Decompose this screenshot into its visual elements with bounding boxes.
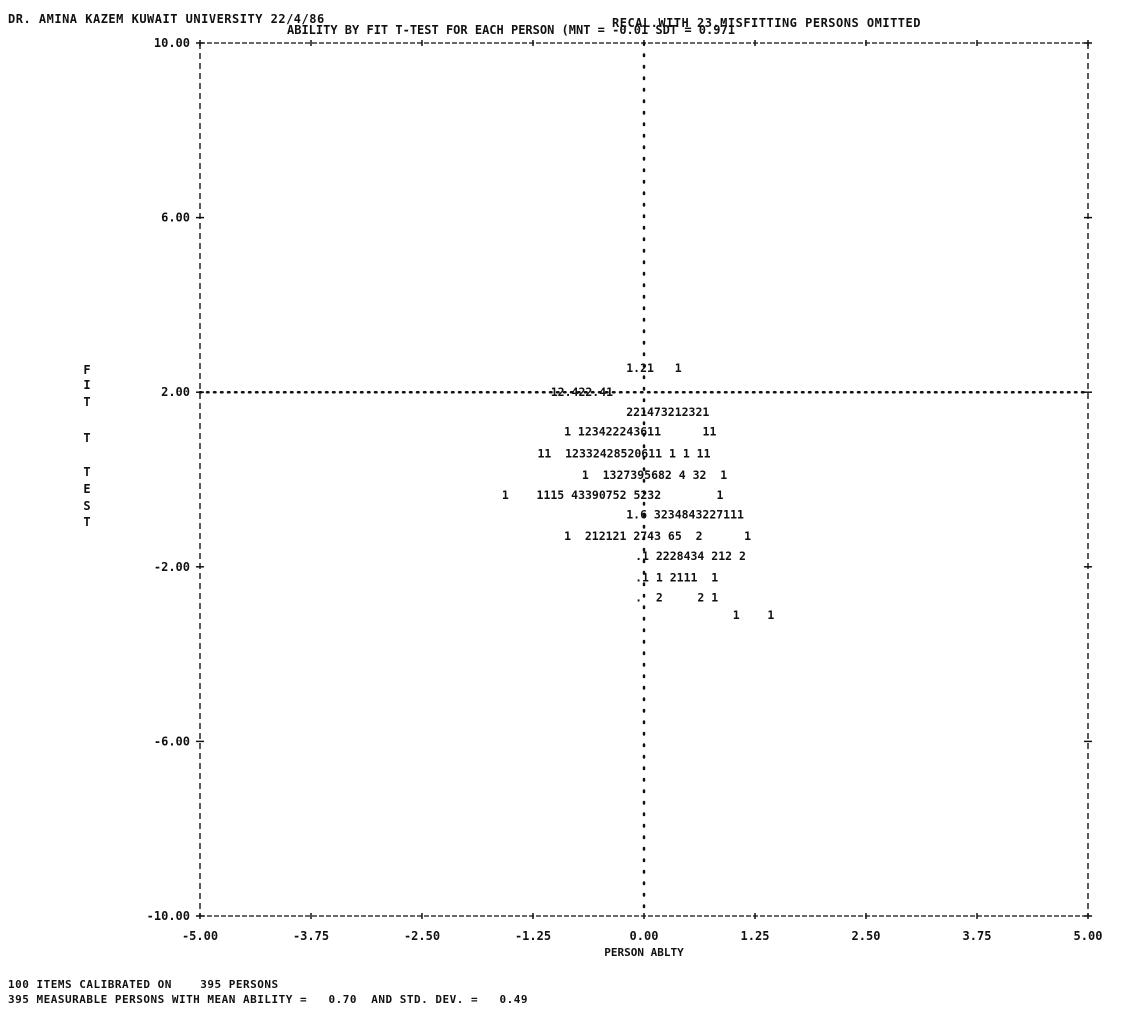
x-tick-label: 3.75 (963, 929, 992, 943)
x-tick-label: -5.00 (182, 929, 218, 943)
chart-title: ABILITY BY FIT T-TEST FOR EACH PERSON (M… (287, 23, 735, 37)
x-tick-label: -3.75 (293, 929, 329, 943)
y-tick-label: 6.00 (161, 211, 190, 225)
y-axis-label-letter: S (83, 499, 90, 513)
x-tick-label: 0.00 (630, 929, 659, 943)
x-tick-label: 2.50 (852, 929, 881, 943)
count-row: 1 1327395682 4 32 1 (582, 468, 727, 482)
y-axis-label-letter: T (83, 515, 90, 529)
count-row: 1.21 1 (626, 361, 681, 375)
x-tick-label: -1.25 (515, 929, 551, 943)
count-row: 221473212321 (626, 405, 709, 419)
count-row: 11 12332428520611 1 1 11 (537, 446, 710, 460)
footer-line-2: 395 MEASURABLE PERSONS WITH MEAN ABILITY… (8, 993, 528, 1006)
y-tick-label: -10.00 (147, 909, 190, 923)
header-right: RECAL.WITH 23.MISFITTING PERSONS OMITTED (612, 16, 921, 30)
y-axis-label-letter: T (83, 395, 90, 409)
count-row: 1.6 3234843227111 (626, 507, 744, 521)
count-row: 1 212121 2743 65 2 1 (564, 529, 751, 543)
y-axis-label-letter: I (83, 378, 90, 392)
header-left: DR. AMINA KAZEM KUWAIT UNIVERSITY 22/4/8… (8, 12, 325, 26)
count-row: 1 123422243611 11 (564, 424, 716, 438)
count-row: 1 1 (733, 608, 775, 622)
footer-line-1: 100 ITEMS CALIBRATED ON 395 PERSONS (8, 978, 279, 991)
count-row: .1 1 2111 1 (635, 571, 718, 585)
x-tick-label: 5.00 (1074, 929, 1103, 943)
count-row: . 2 2 1 (635, 590, 718, 604)
count-row: 12.422.41 (551, 385, 613, 399)
y-axis-label-letter: T (83, 431, 90, 445)
y-axis-label-letter: T (83, 465, 90, 479)
y-axis-label-letter: E (83, 482, 90, 496)
count-row: .1 2228434 212 2 (635, 549, 746, 563)
x-tick-label: -2.50 (404, 929, 440, 943)
x-axis-label: PERSON ABLTY (604, 946, 684, 959)
y-tick-label: -2.00 (154, 560, 190, 574)
x-tick-label: 1.25 (741, 929, 770, 943)
count-row: 1 1115 43390752 5232 1 (502, 488, 724, 502)
y-tick-label: 10.00 (154, 36, 190, 50)
y-tick-label: -6.00 (154, 734, 190, 748)
y-axis-label-letter: F (83, 363, 90, 377)
y-tick-label: 2.00 (161, 385, 190, 399)
